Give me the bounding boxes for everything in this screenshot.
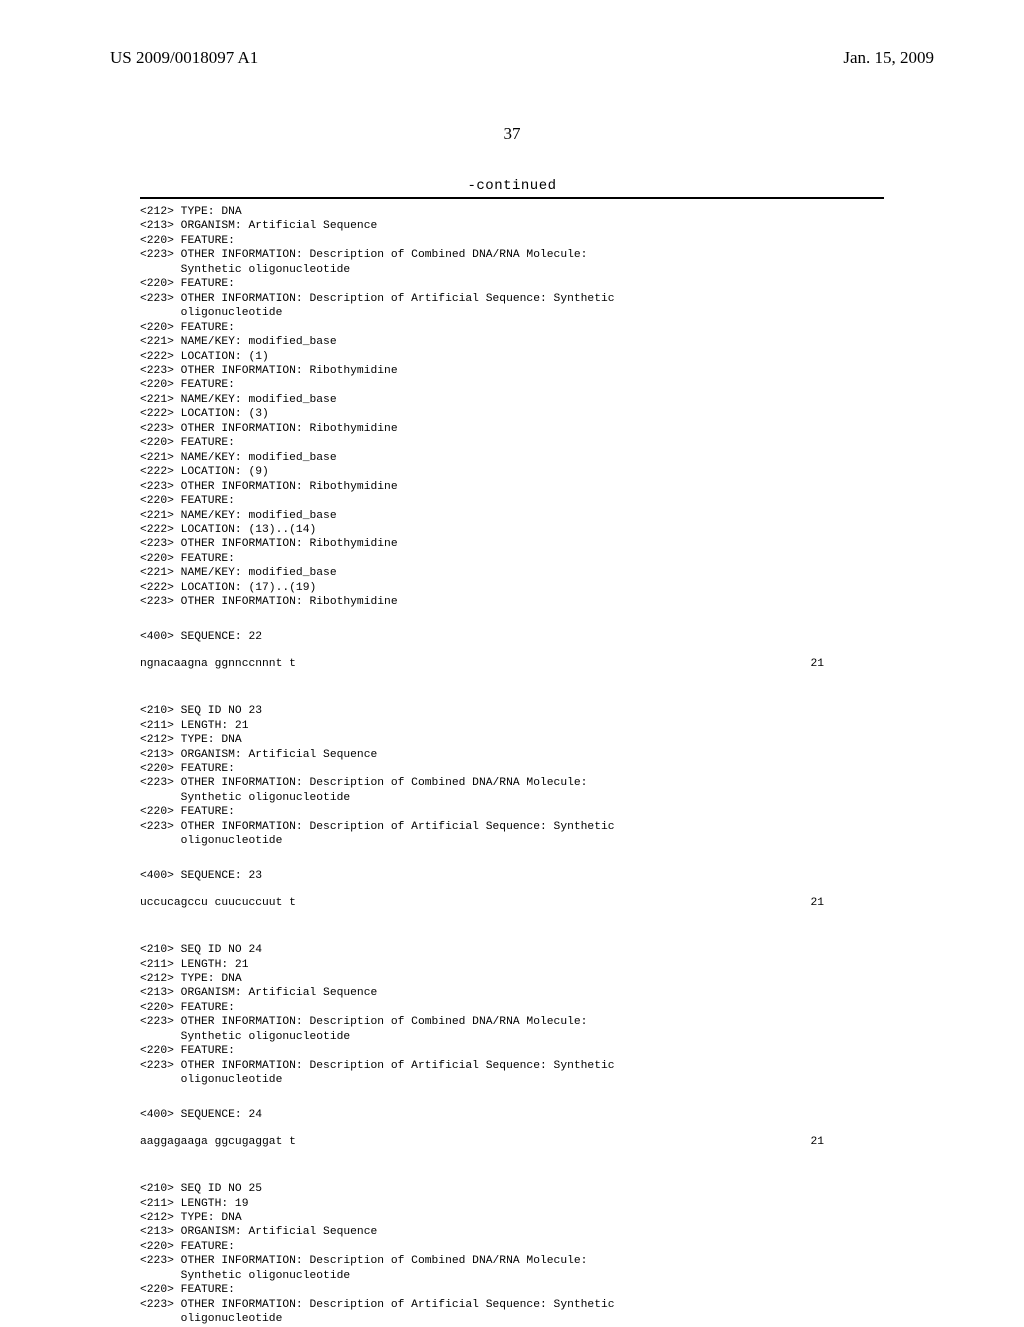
sequence-label-22: <400> SEQUENCE: 22 xyxy=(140,630,884,644)
sequence-22: ngnacaagna ggnnccnnnt t 21 xyxy=(140,658,824,670)
continued-label: -continued xyxy=(0,178,1024,194)
divider xyxy=(140,197,884,199)
page-number: 37 xyxy=(0,124,1024,144)
publication-number: US 2009/0018097 A1 xyxy=(110,48,258,68)
sequence-23: uccucagccu cuucuccuut t 21 xyxy=(140,897,824,909)
sequence-length: 21 xyxy=(810,897,824,909)
publication-date: Jan. 15, 2009 xyxy=(843,48,934,68)
sequence-text: aaggagaaga ggcugaggat t xyxy=(140,1136,296,1148)
sequence-block-23: <210> SEQ ID NO 23 <211> LENGTH: 21 <212… xyxy=(140,704,884,849)
sequence-text: ngnacaagna ggnnccnnnt t xyxy=(140,658,296,670)
sequence-label-23: <400> SEQUENCE: 23 xyxy=(140,869,884,883)
sequence-block-22: <212> TYPE: DNA <213> ORGANISM: Artifici… xyxy=(140,205,884,610)
sequence-label-24: <400> SEQUENCE: 24 xyxy=(140,1108,884,1122)
page-header: US 2009/0018097 A1 Jan. 15, 2009 xyxy=(0,0,1024,68)
sequence-24: aaggagaaga ggcugaggat t 21 xyxy=(140,1136,824,1148)
sequence-block-24: <210> SEQ ID NO 24 <211> LENGTH: 21 <212… xyxy=(140,943,884,1088)
sequence-length: 21 xyxy=(810,658,824,670)
sequence-text: uccucagccu cuucuccuut t xyxy=(140,897,296,909)
sequence-block-25: <210> SEQ ID NO 25 <211> LENGTH: 19 <212… xyxy=(140,1182,884,1327)
sequence-length: 21 xyxy=(810,1136,824,1148)
